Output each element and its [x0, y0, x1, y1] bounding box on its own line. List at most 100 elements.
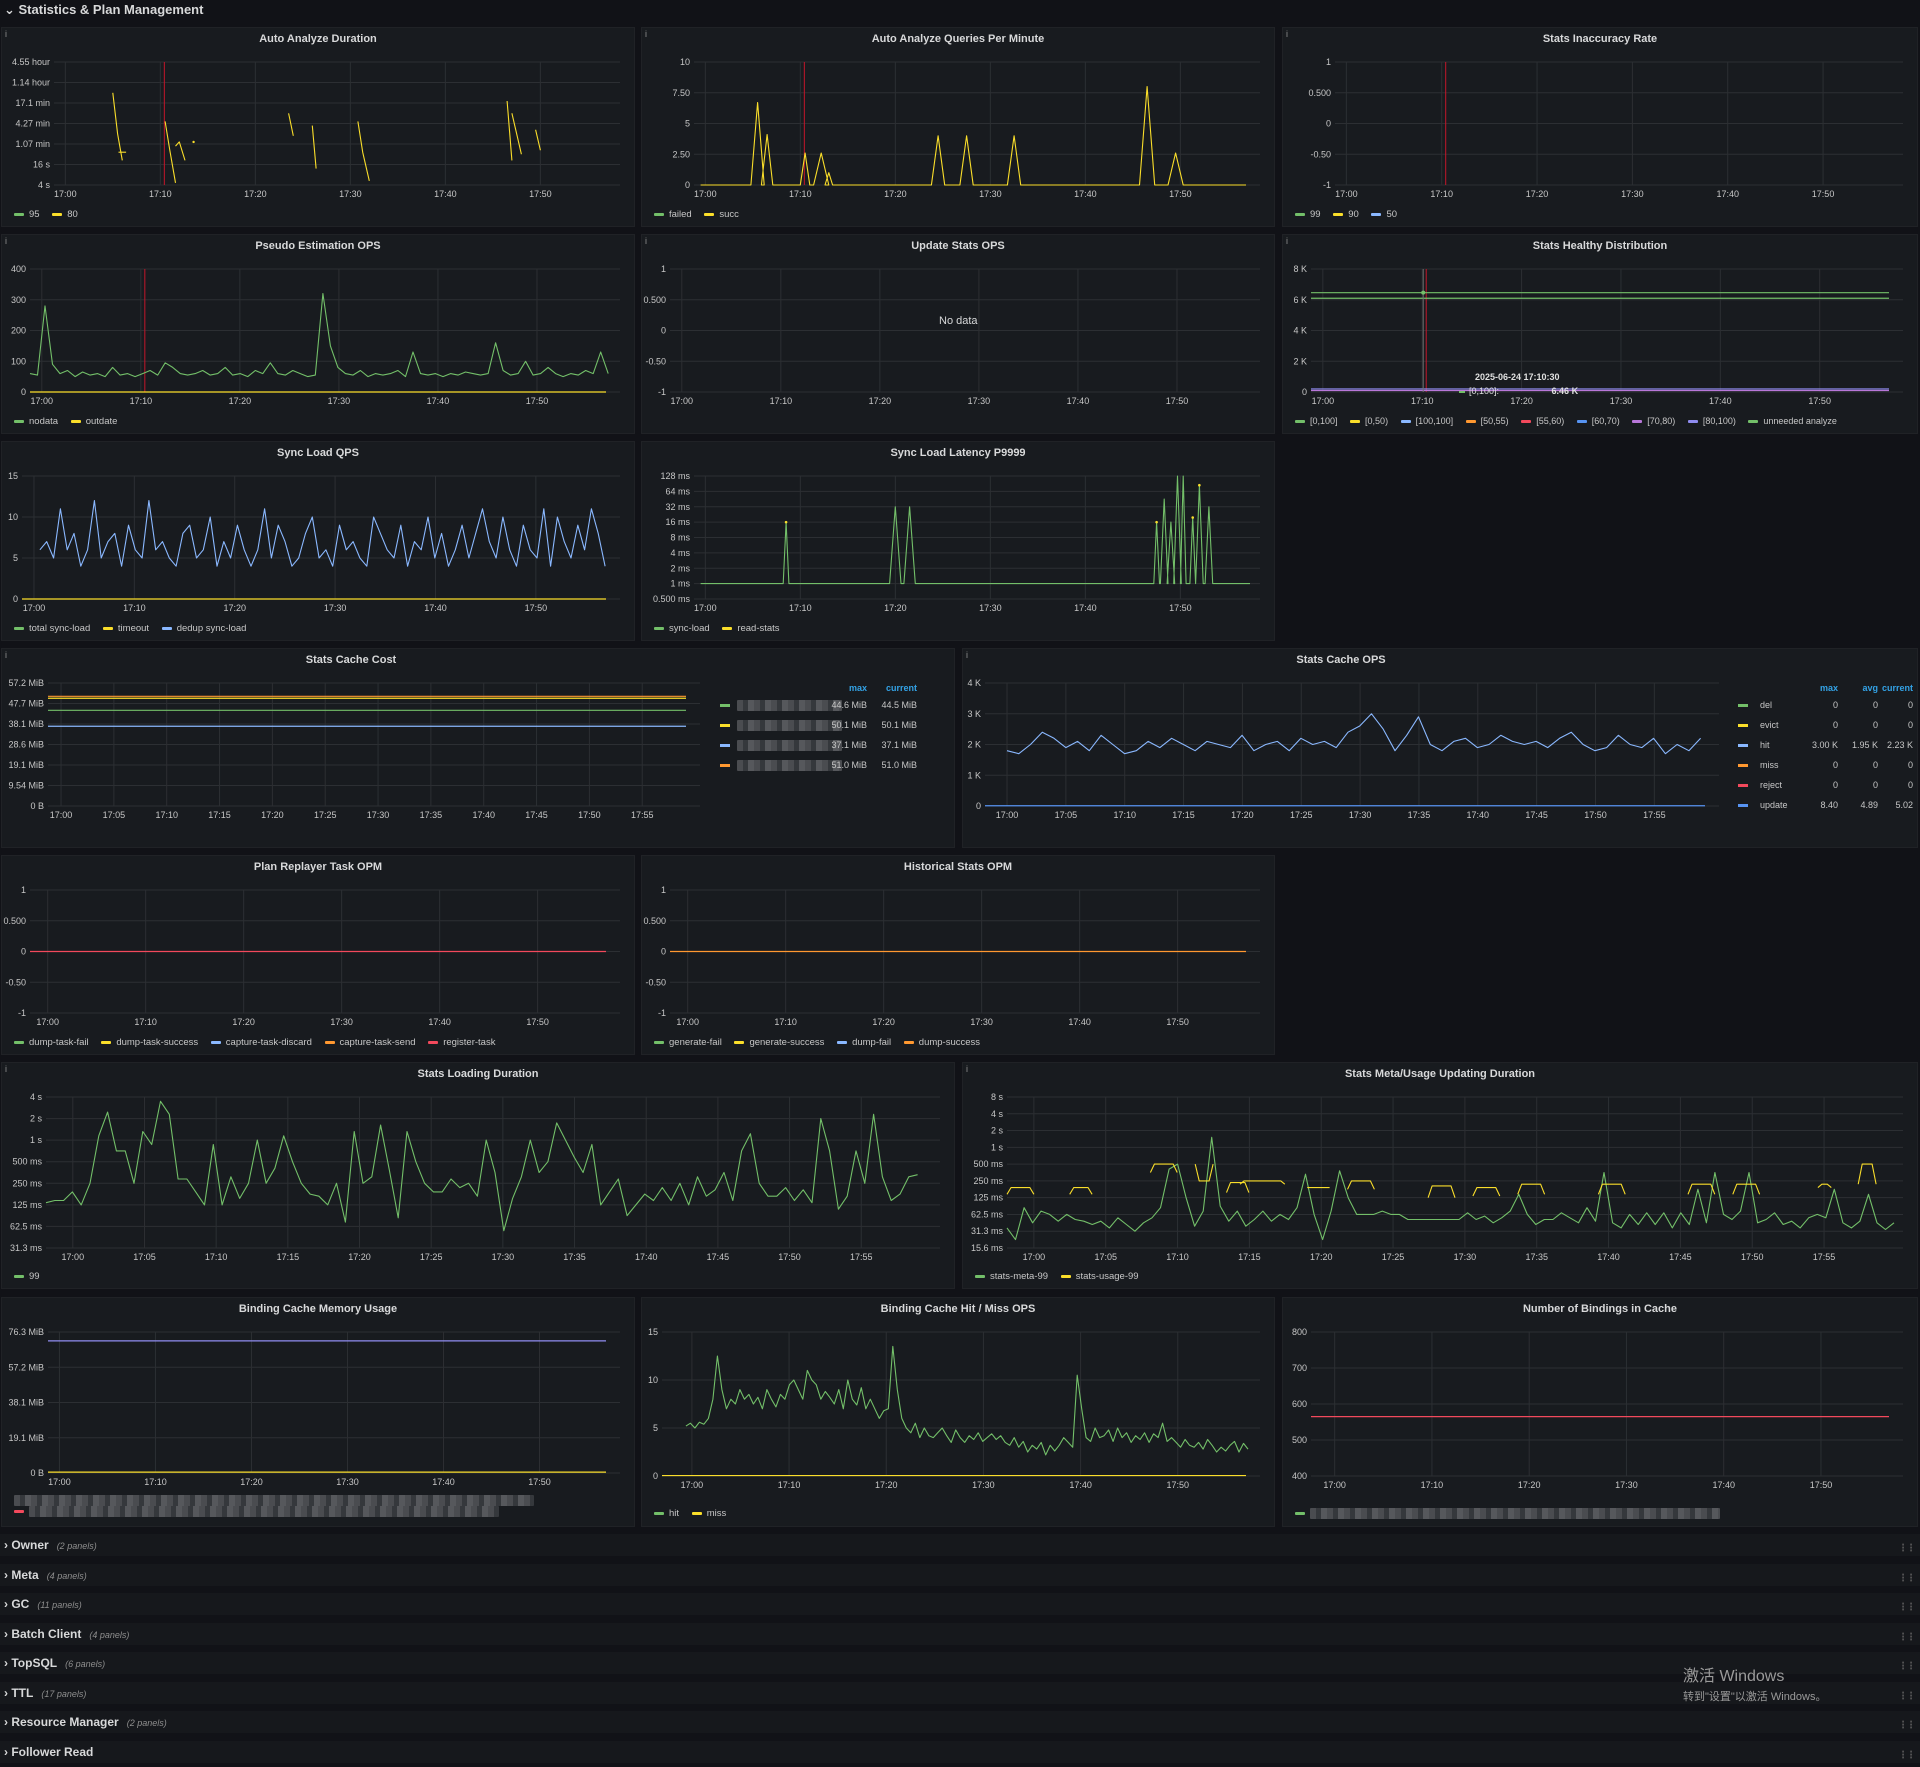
- legend-item-hit[interactable]: hit: [654, 1508, 679, 1519]
- info-icon[interactable]: i: [5, 29, 7, 39]
- x-tick-label: 17:30: [1454, 1252, 1477, 1262]
- legend-item-55-60[interactable]: [55,60): [1521, 416, 1564, 426]
- legend-item-generate-fail[interactable]: generate-fail: [654, 1037, 722, 1048]
- legend-item-95[interactable]: 95: [14, 209, 40, 220]
- info-icon[interactable]: i: [5, 650, 7, 660]
- legend-value-current: 0: [1907, 700, 1913, 710]
- legend-item-90[interactable]: 90: [1333, 209, 1359, 220]
- drag-handle-icon[interactable]: ⋮⋮: [1898, 1572, 1916, 1584]
- legend-item-dump-task-success[interactable]: dump-task-success: [101, 1037, 198, 1048]
- x-tick-label: 17:20: [884, 189, 907, 199]
- legend-item-dump-success[interactable]: dump-success: [903, 1037, 980, 1048]
- y-tick-label: 0: [1302, 387, 1307, 397]
- y-tick-label: 0.500: [1308, 88, 1331, 98]
- legend-value-max: 0: [1832, 780, 1838, 790]
- panel-sync-load-latency[interactable]: Sync Load Latency P9999 0.500 ms 1 ms 2 ms…: [641, 441, 1275, 641]
- legend-item-register-task[interactable]: register-task: [428, 1037, 495, 1048]
- legend-item-outdate[interactable]: outdate: [70, 416, 117, 427]
- legend-item-timeout[interactable]: timeout: [102, 623, 149, 634]
- legend-item-0-50[interactable]: [0,50): [1350, 416, 1388, 426]
- y-tick-label: 6 K: [1293, 295, 1307, 305]
- panel-stats-inaccuracy-rate[interactable]: i Stats Inaccuracy Rate -1 -0.50 0 0.500 1 17…: [1282, 27, 1918, 227]
- info-icon[interactable]: i: [1286, 29, 1288, 39]
- legend-item-succ[interactable]: succ: [704, 209, 739, 220]
- legend-item-failed[interactable]: failed: [654, 209, 692, 220]
- panel-pseudo-estimation-ops[interactable]: i Pseudo Estimation OPS 0 100 200 300 400 17:…: [1, 234, 635, 434]
- legend-name: del: [1760, 700, 1773, 710]
- info-icon[interactable]: i: [966, 650, 968, 660]
- legend-item-50[interactable]: 50: [1371, 209, 1397, 220]
- y-tick-label: 0: [976, 801, 981, 811]
- x-tick-label: 17:00: [996, 810, 1019, 820]
- legend: failed succ: [654, 209, 749, 220]
- collapsed-row-resource-manager[interactable]: › Resource Manager (2 panels) ⋮⋮: [0, 1711, 1920, 1733]
- legend-name: evict: [1760, 720, 1779, 730]
- info-icon[interactable]: i: [645, 236, 647, 246]
- panel-auto-analyze-qpm[interactable]: i Auto Analyze Queries Per Minute 0 2.50 5…: [641, 27, 1275, 227]
- legend-item-99[interactable]: 99: [1295, 209, 1321, 220]
- info-icon[interactable]: i: [5, 236, 7, 246]
- panel-update-stats-ops[interactable]: i Update Stats OPS -1 -0.50 0 0.500 1 17:00 17…: [641, 234, 1275, 434]
- collapsed-row-follower-read[interactable]: › Follower Read ⋮⋮: [0, 1740, 1920, 1763]
- legend-item-dump-fail[interactable]: dump-fail: [837, 1037, 891, 1048]
- legend-item-dump-task-fail[interactable]: dump-task-fail: [14, 1037, 89, 1048]
- panel-stats-cache-ops[interactable]: i Stats Cache OPS 0 1 K 2 K 3 K 4 K 17:00 17:0…: [962, 648, 1918, 848]
- x-tick-label: 17:10: [789, 603, 812, 613]
- panel-stats-cache-cost[interactable]: i Stats Cache Cost 0 B 9.54 MiB 19.1 MiB 28…: [1, 648, 955, 848]
- info-icon[interactable]: i: [966, 1064, 968, 1074]
- legend: [0,100] [0,50) [100,100] [50,55) [55,60)…: [1295, 416, 1847, 426]
- panel-binding-cache-hit-miss[interactable]: Binding Cache Hit / Miss OPS 0 5 10 15 17:00…: [641, 1297, 1275, 1527]
- legend-item-capture-task-send[interactable]: capture-task-send: [324, 1037, 416, 1048]
- legend-item-99[interactable]: 99: [14, 1271, 40, 1282]
- panel-stats-loading-duration[interactable]: i Stats Loading Duration 31.3 ms 62.5 ms 1…: [1, 1062, 955, 1289]
- chart-plan-replayer-task-opm: -1 -0.50 0 0.500 1 17:00 17:10 17:20 17:30 17:40 1…: [3, 885, 620, 1027]
- legend-item-total-sync-load[interactable]: total sync-load: [14, 623, 90, 634]
- y-tick-label: 300: [11, 295, 26, 305]
- drag-handle-icon[interactable]: ⋮⋮: [1898, 1543, 1916, 1554]
- drag-handle-icon[interactable]: ⋮⋮: [1898, 1749, 1916, 1761]
- panel-number-of-bindings[interactable]: Number of Bindings in Cache 400 500 600 700…: [1282, 1297, 1918, 1527]
- legend-item-generate-success[interactable]: generate-success: [734, 1037, 824, 1048]
- drag-handle-icon[interactable]: ⋮⋮: [1898, 1602, 1916, 1613]
- panel-plan-replayer-task-opm[interactable]: Plan Replayer Task OPM -1 -0.50 0 0.500 1 17:…: [1, 855, 635, 1055]
- drag-handle-icon[interactable]: ⋮⋮: [1898, 1690, 1916, 1702]
- x-tick-label: 17:50: [1584, 810, 1607, 820]
- legend-item-60-70[interactable]: [60,70): [1576, 416, 1620, 426]
- legend-item-miss[interactable]: miss: [691, 1508, 726, 1519]
- panel-auto-analyze-duration[interactable]: i Auto Analyze Duration 4 s 16 s 1.07 min 4…: [1, 27, 635, 227]
- legend-item-0-100[interactable]: [0,100]: [1295, 416, 1338, 426]
- legend-item-capture-task-discard[interactable]: capture-task-discard: [210, 1037, 312, 1048]
- info-icon[interactable]: i: [645, 29, 647, 39]
- y-tick-label: 0: [661, 947, 666, 957]
- legend-item-stats-usage-99[interactable]: stats-usage-99: [1060, 1271, 1139, 1282]
- drag-handle-icon[interactable]: ⋮⋮: [1898, 1720, 1916, 1731]
- drag-handle-icon[interactable]: ⋮⋮: [1898, 1631, 1916, 1643]
- y-tick-label: 28.6 MiB: [8, 740, 44, 750]
- legend-item-100-100[interactable]: [100,100]: [1400, 416, 1453, 426]
- collapsed-row-topsql[interactable]: › TopSQL (6 panels) ⋮⋮: [0, 1652, 1920, 1674]
- collapsed-row-batch-client[interactable]: › Batch Client (4 panels) ⋮⋮: [0, 1622, 1920, 1645]
- panel-stats-meta-usage-duration[interactable]: i Stats Meta/Usage Updating Duration 15.…: [962, 1062, 1918, 1289]
- legend-item-50-55[interactable]: [50,55): [1465, 416, 1509, 426]
- panel-binding-cache-memory[interactable]: Binding Cache Memory Usage 0 B 19.1 MiB 38…: [1, 1297, 635, 1527]
- info-icon[interactable]: i: [5, 1064, 7, 1074]
- legend-item-stats-meta-99[interactable]: stats-meta-99: [975, 1271, 1048, 1282]
- legend-item-70-80[interactable]: [70,80): [1632, 416, 1675, 426]
- panel-sync-load-qps[interactable]: Sync Load QPS 0 5 10 15 17:00 17:10 17:20 17:30…: [1, 441, 635, 641]
- legend-item-sync-load[interactable]: sync-load: [654, 623, 710, 634]
- drag-handle-icon[interactable]: ⋮⋮: [1898, 1661, 1916, 1672]
- panel-stats-healthy-distribution[interactable]: i Stats Healthy Distribution 0 2 K 4 K 6 K 8…: [1282, 234, 1918, 434]
- legend-item-80-100[interactable]: [80,100): [1687, 416, 1736, 426]
- legend-item-nodata[interactable]: nodata: [14, 416, 58, 427]
- legend-item-dedup-sync-load[interactable]: dedup sync-load: [161, 623, 246, 634]
- legend-item-read-stats[interactable]: read-stats: [722, 623, 780, 634]
- legend-item-80[interactable]: 80: [52, 209, 78, 220]
- collapsed-row-owner[interactable]: › Owner (2 panels) ⋮⋮: [0, 1534, 1920, 1556]
- collapsed-row-gc[interactable]: › GC (11 panels) ⋮⋮: [0, 1593, 1920, 1615]
- collapsed-row-ttl[interactable]: › TTL (17 panels) ⋮⋮: [0, 1681, 1920, 1704]
- panel-historical-stats-opm[interactable]: Historical Stats OPM -1 -0.50 0 0.500 1 17:00…: [641, 855, 1275, 1055]
- legend-item-unneeded-analyze[interactable]: unneeded analyze: [1748, 416, 1837, 426]
- collapsed-row-meta[interactable]: › Meta (4 panels) ⋮⋮: [0, 1563, 1920, 1586]
- section-header[interactable]: ⌄ Statistics & Plan Management: [0, 0, 1920, 22]
- info-icon[interactable]: i: [1286, 236, 1288, 246]
